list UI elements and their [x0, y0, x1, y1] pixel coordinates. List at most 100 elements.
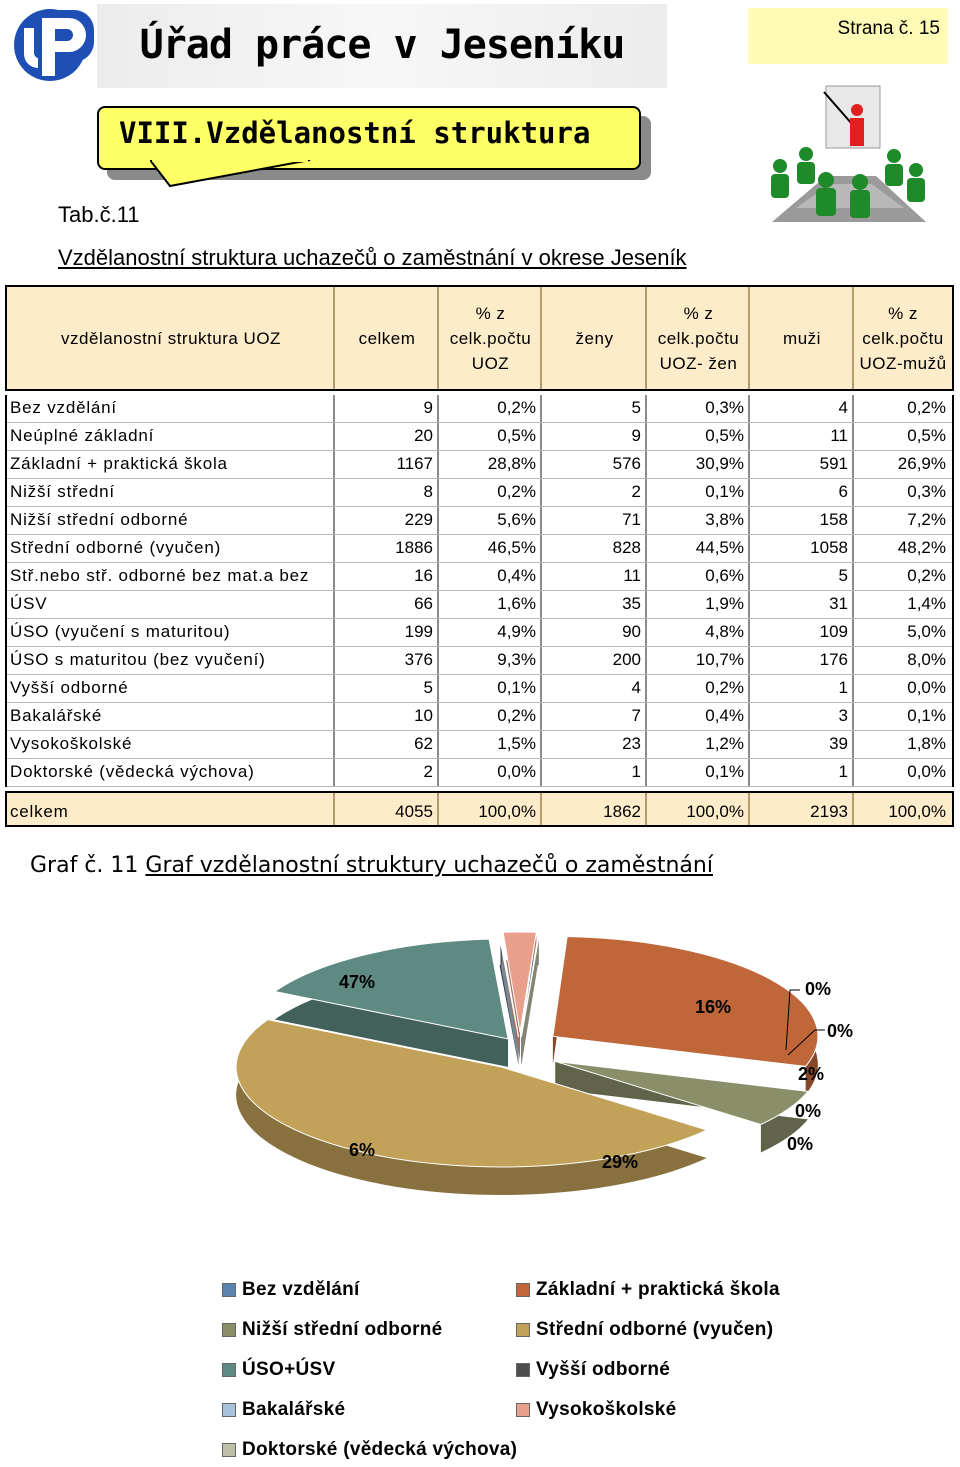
cell-total: 4055 [395, 802, 433, 821]
cell-name: Bez vzdělání [10, 398, 117, 417]
cell-total: 1167 [396, 454, 433, 473]
cell-women: 828 [612, 538, 641, 557]
legend-swatch [516, 1283, 530, 1297]
column-separator [437, 479, 439, 506]
cell-name: Nižší střední odborné [10, 510, 189, 529]
graph-caption: Graf č. 11 Graf vzdělanostní struktury u… [30, 853, 713, 878]
cell-women: 5 [631, 398, 641, 417]
table-row: Doktorské (vědecká výchova) 2 0,0% 1 0,1% 1 0,… [7, 759, 952, 787]
cell-total-pct: 5,6% [497, 510, 536, 529]
column-separator [645, 675, 647, 702]
table-row: Stř.nebo stř. odborné bez mat.a bez 16 0,4… [7, 563, 952, 591]
cell-men-pct: 0,1% [907, 706, 946, 725]
column-separator [748, 535, 750, 562]
column-separator [437, 675, 439, 702]
cell-name: ÚSO (vyučení s maturitou) [10, 622, 231, 641]
pie-data-label: 0% [795, 1101, 821, 1121]
column-separator [852, 507, 854, 534]
column-separator [540, 731, 542, 758]
office-title: Úřad práce v Jeseníku [139, 22, 626, 68]
cell-total-pct: 46,5% [487, 538, 536, 557]
column-separator [852, 479, 854, 506]
cell-name: Bakalářské [10, 706, 103, 725]
column-separator [437, 759, 439, 786]
column-separator [748, 451, 750, 478]
column-separator [645, 793, 647, 825]
cell-name: Vysokoškolské [10, 734, 133, 753]
cell-women: 71 [622, 510, 641, 529]
cell-men: 31 [829, 594, 848, 613]
column-separator [437, 451, 439, 478]
column-separator [333, 793, 335, 825]
column-separator [437, 507, 439, 534]
column-separator [437, 563, 439, 590]
cell-women-pct: 0,3% [705, 398, 744, 417]
column-separator [645, 507, 647, 534]
cell-total-pct: 4,9% [497, 622, 536, 641]
column-separator [852, 703, 854, 730]
cell-women-pct: 30,9% [695, 454, 744, 473]
header-separator [540, 287, 542, 389]
cell-women: 576 [612, 454, 641, 473]
column-separator [748, 619, 750, 646]
column-separator [852, 793, 854, 825]
cell-men: 158 [819, 510, 848, 529]
cell-men: 176 [819, 650, 848, 669]
legend-item: Bakalářské [222, 1398, 345, 1422]
column-separator [645, 619, 647, 646]
table-row: Nižší střední odborné 229 5,6% 71 3,8% 158 7,2… [7, 507, 952, 535]
cell-men: 1 [838, 762, 848, 781]
cell-women: 4 [631, 678, 641, 697]
column-separator [852, 535, 854, 562]
column-separator [645, 479, 647, 506]
column-separator [748, 423, 750, 450]
pie-data-label: 2% [798, 1064, 824, 1084]
cell-women: 1862 [603, 802, 641, 821]
column-separator [748, 793, 750, 825]
column-separator [748, 731, 750, 758]
labour-office-logo-icon [14, 9, 94, 81]
cell-women-pct: 44,5% [695, 538, 744, 557]
cell-women-pct: 1,9% [705, 594, 744, 613]
table-row: Bez vzdělání 9 0,2% 5 0,3% 4 0,2% [7, 395, 952, 423]
column-separator [437, 591, 439, 618]
column-separator [333, 591, 335, 618]
cell-women-pct: 3,8% [705, 510, 744, 529]
cell-men: 1058 [810, 538, 848, 557]
cell-name: Neúplné základní [10, 426, 155, 445]
column-separator [852, 675, 854, 702]
cell-women-pct: 1,2% [705, 734, 744, 753]
header-separator [437, 287, 439, 389]
cell-total: 199 [404, 622, 433, 641]
cell-total: 62 [414, 734, 433, 753]
header-separator [748, 287, 750, 389]
column-separator [645, 647, 647, 674]
cell-men-pct: 0,0% [907, 678, 946, 697]
legend-swatch [222, 1443, 236, 1457]
column-separator [540, 535, 542, 562]
pie-data-label: 0% [805, 979, 831, 999]
cell-women: 90 [622, 622, 641, 641]
column-separator [645, 451, 647, 478]
education-pie-chart: 0% 29% 6% 47% 16% 0% 0% 2% 0% [235, 931, 853, 1195]
graph-caption-prefix: Graf č. 11 [30, 853, 139, 878]
column-separator [748, 703, 750, 730]
cell-women-pct: 0,4% [705, 706, 744, 725]
legend-label: Základní + praktická škola [536, 1279, 780, 1300]
column-separator [333, 451, 335, 478]
column-separator [748, 759, 750, 786]
classroom-presentation-icon [771, 85, 926, 222]
cell-men: 591 [819, 454, 848, 473]
cell-women: 1 [631, 762, 641, 781]
column-separator [852, 619, 854, 646]
legend-item: Doktorské (vědecká výchova) [222, 1438, 517, 1462]
column-separator [437, 395, 439, 422]
cell-total-pct: 1,5% [497, 734, 536, 753]
cell-total: 9 [423, 398, 433, 417]
education-structure-table: vzdělanostní struktura UOZ celkem % z celk… [5, 285, 954, 827]
cell-women-pct: 4,8% [705, 622, 744, 641]
cell-name: Doktorské (vědecká výchova) [10, 762, 255, 781]
pie-slice-tops [235, 931, 819, 1168]
legend-swatch [516, 1323, 530, 1337]
column-separator [540, 395, 542, 422]
